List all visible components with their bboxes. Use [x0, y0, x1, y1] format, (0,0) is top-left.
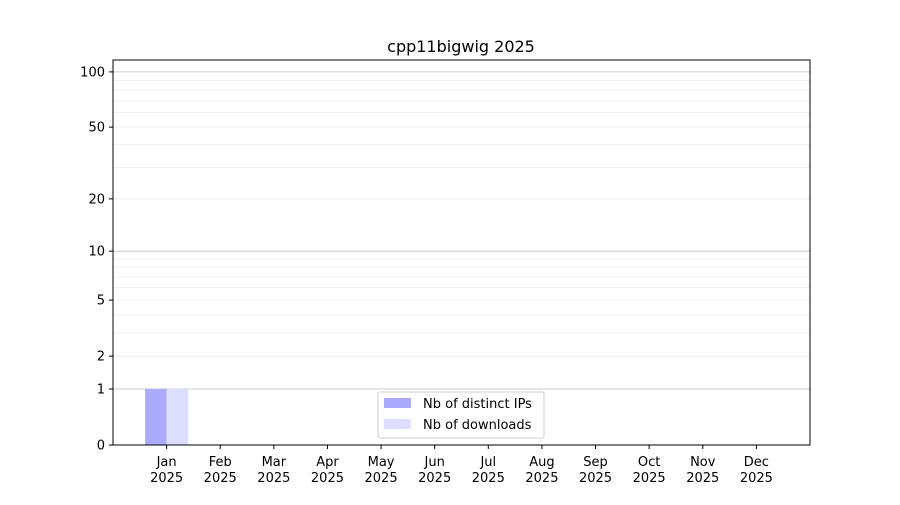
y-tick-label: 10: [88, 245, 105, 260]
legend-swatch: [384, 419, 411, 429]
bar-downloads: [166, 388, 189, 445]
y-tick-label: 1: [97, 382, 105, 397]
x-tick-label-month: Apr: [316, 455, 339, 470]
legend-box: [377, 391, 545, 439]
x-tick-label-month: Dec: [744, 455, 769, 470]
legend-label: Nb of distinct IPs: [423, 397, 532, 412]
x-tick-label-month: May: [368, 455, 395, 470]
x-tick-label-year: 2025: [311, 471, 344, 486]
x-tick-label-year: 2025: [257, 471, 290, 486]
x-tick-label-year: 2025: [579, 471, 612, 486]
x-tick-label-year: 2025: [740, 471, 773, 486]
y-tick-label: 100: [80, 65, 105, 80]
y-tick-label: 50: [88, 121, 105, 136]
x-tick-label-year: 2025: [633, 471, 666, 486]
x-tick-label-year: 2025: [686, 471, 719, 486]
y-tick-label: 2: [97, 350, 105, 365]
x-tick-label-month: Feb: [209, 455, 232, 470]
legend-swatch: [384, 398, 411, 408]
legend: Nb of distinct IPs Nb of downloads: [377, 391, 545, 439]
x-tick-label-year: 2025: [365, 471, 398, 486]
x-tick-label-month: Jan: [156, 455, 177, 470]
x-tick-label-month: Mar: [262, 455, 287, 470]
x-tick-label-month: Nov: [690, 455, 716, 470]
x-tick-label-month: Aug: [529, 455, 554, 470]
chart-title: cpp11bigwig 2025: [387, 37, 535, 56]
x-tick-label-month: Jul: [479, 455, 496, 470]
x-tick-label-year: 2025: [204, 471, 237, 486]
x-tick-label-month: Jun: [424, 455, 445, 470]
x-tick-label-month: Oct: [638, 455, 660, 470]
x-tick-label-year: 2025: [472, 471, 505, 486]
x-tick-label-month: Sep: [583, 455, 608, 470]
x-tick-label-year: 2025: [150, 471, 183, 486]
y-tick-label: 20: [88, 192, 105, 207]
x-tick-label-year: 2025: [418, 471, 451, 486]
axes-frame: [112, 59, 811, 446]
y-tick-label: 5: [97, 294, 105, 309]
legend-label: Nb of downloads: [423, 418, 532, 433]
bar-distinct-ips: [145, 388, 167, 445]
y-tick-label: 0: [97, 439, 105, 454]
x-tick-label-year: 2025: [525, 471, 558, 486]
